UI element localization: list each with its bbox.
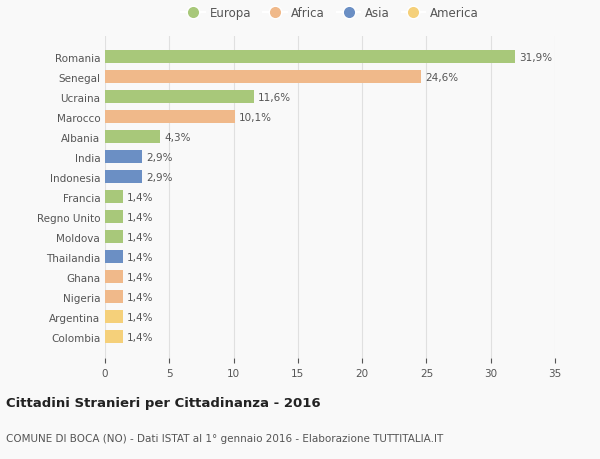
Text: 1,4%: 1,4%	[127, 192, 154, 202]
Bar	[105, 51, 515, 64]
Bar	[105, 211, 123, 224]
Legend: Europa, Africa, Asia, America: Europa, Africa, Asia, America	[176, 2, 484, 24]
Bar	[105, 311, 123, 324]
Bar	[105, 171, 142, 184]
Text: COMUNE DI BOCA (NO) - Dati ISTAT al 1° gennaio 2016 - Elaborazione TUTTITALIA.IT: COMUNE DI BOCA (NO) - Dati ISTAT al 1° g…	[6, 433, 443, 442]
Text: 4,3%: 4,3%	[164, 133, 191, 143]
Text: 1,4%: 1,4%	[127, 232, 154, 242]
Text: 11,6%: 11,6%	[258, 93, 291, 103]
Text: 1,4%: 1,4%	[127, 272, 154, 282]
Text: 1,4%: 1,4%	[127, 252, 154, 262]
Text: 2,9%: 2,9%	[146, 173, 173, 182]
Bar	[105, 131, 160, 144]
Bar	[105, 91, 254, 104]
Bar	[105, 111, 235, 124]
Bar	[105, 151, 142, 164]
Text: 31,9%: 31,9%	[519, 53, 552, 63]
Text: 1,4%: 1,4%	[127, 312, 154, 322]
Bar	[105, 251, 123, 263]
Text: 10,1%: 10,1%	[239, 112, 272, 123]
Text: 1,4%: 1,4%	[127, 292, 154, 302]
Text: 1,4%: 1,4%	[127, 213, 154, 222]
Text: 2,9%: 2,9%	[146, 152, 173, 162]
Text: 24,6%: 24,6%	[425, 73, 458, 83]
Bar	[105, 291, 123, 303]
Bar	[105, 271, 123, 284]
Text: Cittadini Stranieri per Cittadinanza - 2016: Cittadini Stranieri per Cittadinanza - 2…	[6, 396, 320, 409]
Bar	[105, 330, 123, 343]
Text: 1,4%: 1,4%	[127, 332, 154, 342]
Bar	[105, 71, 421, 84]
Bar	[105, 191, 123, 204]
Bar	[105, 231, 123, 244]
